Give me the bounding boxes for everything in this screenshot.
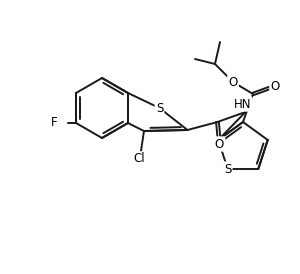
Text: Cl: Cl	[133, 153, 145, 165]
Text: F: F	[51, 116, 57, 130]
Text: S: S	[224, 162, 231, 176]
Text: O: O	[228, 76, 238, 89]
Text: HN: HN	[234, 98, 251, 110]
Text: S: S	[156, 101, 163, 115]
Text: O: O	[215, 138, 224, 150]
Text: O: O	[270, 79, 280, 93]
